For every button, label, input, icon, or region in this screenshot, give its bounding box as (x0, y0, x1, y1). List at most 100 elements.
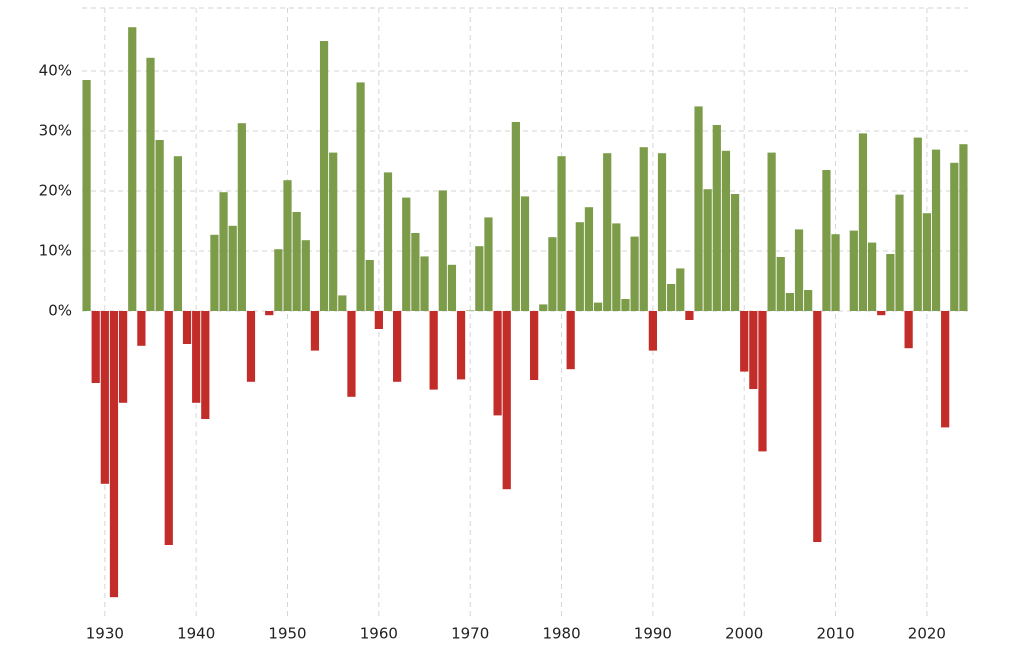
bar (758, 311, 767, 452)
bar (639, 147, 648, 311)
bar (456, 311, 466, 380)
bar (822, 170, 831, 311)
x-tick-label: 2000 (725, 625, 763, 643)
bar (319, 41, 329, 311)
bar (383, 172, 393, 311)
bar (429, 311, 438, 390)
bar (941, 311, 950, 428)
bar (155, 140, 164, 311)
bar (192, 311, 201, 403)
bar (356, 82, 365, 312)
bar (648, 311, 657, 351)
bar (228, 225, 237, 311)
bar (657, 153, 667, 311)
bar (237, 123, 246, 311)
bar (329, 152, 338, 311)
bar (849, 230, 858, 311)
bar (867, 242, 877, 311)
bar (447, 264, 457, 311)
bar (173, 156, 183, 311)
bar (283, 180, 292, 311)
x-tick-label: 1980 (542, 625, 580, 643)
bar (82, 80, 91, 311)
x-tick-label: 1930 (86, 625, 124, 643)
bar (182, 311, 192, 344)
bar (493, 311, 502, 416)
bar (219, 192, 228, 311)
y-tick-label: 0% (48, 302, 72, 320)
x-tick-label: 1940 (177, 625, 215, 643)
bar (347, 311, 356, 397)
bar (575, 222, 584, 311)
bar (667, 284, 676, 311)
y-tick-label: 30% (39, 122, 72, 140)
bar (776, 257, 785, 311)
bar (502, 311, 511, 490)
bar (767, 152, 776, 311)
x-tick-label: 2010 (816, 625, 854, 643)
bar (584, 207, 594, 311)
bar (603, 153, 612, 311)
x-tick-label: 1970 (451, 625, 489, 643)
bar (931, 149, 941, 311)
bar (785, 293, 794, 311)
x-tick-label: 1960 (360, 625, 398, 643)
bar (338, 295, 347, 311)
bar (676, 268, 685, 311)
bar (950, 162, 959, 311)
bar (630, 236, 639, 311)
bar (703, 189, 712, 311)
bar (511, 122, 520, 311)
bar (593, 302, 603, 311)
bar (91, 311, 100, 383)
bar (749, 311, 758, 389)
bar (895, 194, 904, 311)
bar (621, 299, 630, 311)
bar (201, 311, 210, 419)
bar (109, 311, 119, 598)
bar (393, 311, 402, 382)
y-tick-label: 40% (39, 62, 72, 80)
bar (566, 311, 575, 370)
bar (210, 234, 219, 311)
bar (301, 240, 310, 311)
bar (484, 217, 493, 311)
bar (877, 311, 886, 316)
bar (922, 213, 932, 311)
bar (310, 311, 320, 351)
bar (612, 223, 621, 311)
bar (164, 311, 173, 545)
bar (721, 150, 731, 311)
bar (530, 311, 539, 380)
bar (694, 106, 703, 312)
bar (411, 233, 420, 311)
bar (292, 212, 301, 311)
bar (858, 133, 868, 311)
bar (959, 144, 968, 311)
bar (886, 254, 895, 311)
bar (146, 57, 155, 311)
bar (265, 311, 274, 316)
x-tick-label: 1990 (634, 625, 672, 643)
bar (137, 311, 146, 346)
bar (128, 27, 137, 311)
x-tick-label: 2020 (908, 625, 946, 643)
bar (685, 311, 694, 320)
bar (831, 234, 840, 311)
bar (730, 194, 740, 311)
bar (100, 311, 109, 484)
bar (475, 246, 484, 311)
bar (539, 304, 548, 311)
y-tick-label: 10% (39, 242, 72, 260)
bar (118, 311, 128, 403)
bar (740, 311, 749, 372)
bar (904, 311, 913, 349)
bar (420, 256, 429, 311)
bar (712, 125, 721, 311)
y-tick-label: 20% (39, 182, 72, 200)
bar (402, 197, 411, 311)
bar (466, 310, 475, 311)
bar (548, 237, 557, 311)
bar (246, 311, 256, 382)
